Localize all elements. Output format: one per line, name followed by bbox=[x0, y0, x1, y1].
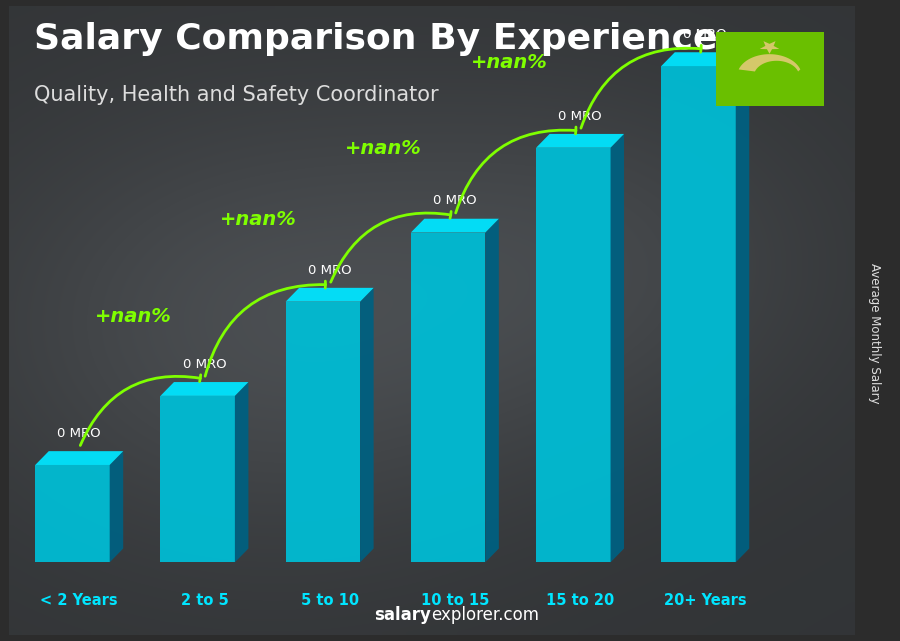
Polygon shape bbox=[110, 451, 123, 562]
Text: +nan%: +nan% bbox=[346, 140, 422, 158]
Polygon shape bbox=[35, 465, 110, 562]
Polygon shape bbox=[360, 288, 373, 562]
Text: +nan%: +nan% bbox=[471, 53, 547, 72]
Text: 0 MRO: 0 MRO bbox=[558, 110, 602, 122]
Text: Quality, Health and Safety Coordinator: Quality, Health and Safety Coordinator bbox=[34, 85, 439, 105]
Polygon shape bbox=[285, 288, 374, 302]
Text: 5 to 10: 5 to 10 bbox=[301, 592, 359, 608]
Text: salary: salary bbox=[374, 606, 431, 624]
Text: 0 MRO: 0 MRO bbox=[58, 427, 101, 440]
Polygon shape bbox=[662, 66, 735, 562]
Polygon shape bbox=[285, 302, 360, 562]
Text: 0 MRO: 0 MRO bbox=[683, 28, 727, 41]
Polygon shape bbox=[410, 219, 499, 233]
Polygon shape bbox=[536, 134, 624, 147]
Polygon shape bbox=[662, 53, 749, 66]
Text: explorer.com: explorer.com bbox=[431, 606, 539, 624]
Polygon shape bbox=[35, 451, 123, 465]
Text: Salary Comparison By Experience: Salary Comparison By Experience bbox=[34, 22, 718, 56]
Text: 15 to 20: 15 to 20 bbox=[546, 592, 614, 608]
Text: +nan%: +nan% bbox=[95, 306, 172, 326]
Polygon shape bbox=[735, 53, 749, 562]
Text: 10 to 15: 10 to 15 bbox=[420, 592, 489, 608]
Polygon shape bbox=[160, 382, 248, 396]
Polygon shape bbox=[410, 233, 485, 562]
Polygon shape bbox=[760, 41, 779, 54]
Text: 0 MRO: 0 MRO bbox=[433, 194, 477, 208]
Polygon shape bbox=[610, 134, 624, 562]
Text: 2 to 5: 2 to 5 bbox=[181, 592, 229, 608]
Polygon shape bbox=[235, 382, 248, 562]
Polygon shape bbox=[160, 396, 235, 562]
Polygon shape bbox=[485, 219, 499, 562]
Text: Average Monthly Salary: Average Monthly Salary bbox=[868, 263, 881, 404]
Text: 0 MRO: 0 MRO bbox=[183, 358, 226, 370]
Polygon shape bbox=[739, 54, 800, 72]
Text: +nan%: +nan% bbox=[220, 210, 297, 229]
Text: 20+ Years: 20+ Years bbox=[664, 592, 747, 608]
Text: < 2 Years: < 2 Years bbox=[40, 592, 118, 608]
Polygon shape bbox=[536, 147, 610, 562]
Text: 0 MRO: 0 MRO bbox=[308, 263, 351, 276]
